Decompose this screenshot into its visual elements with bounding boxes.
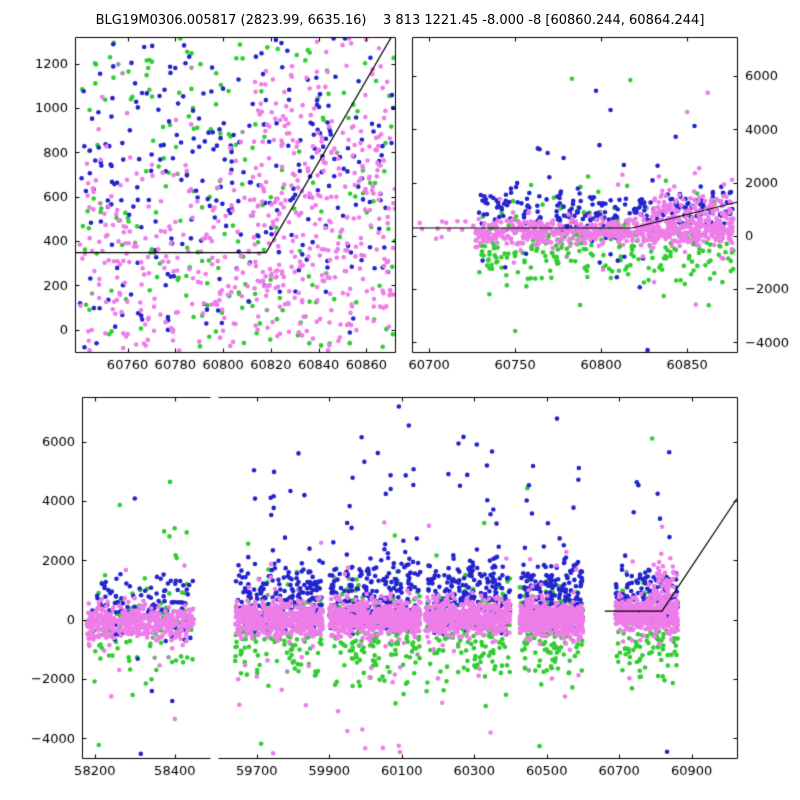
- figure-title: BLG19M0306.005817 (2823.99, 6635.16) 3 8…: [95, 13, 705, 28]
